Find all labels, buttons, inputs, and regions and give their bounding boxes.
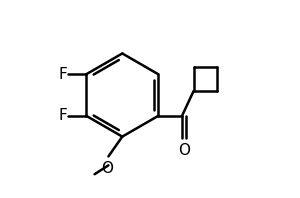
- Text: O: O: [178, 143, 190, 158]
- Text: F: F: [58, 108, 67, 123]
- Text: O: O: [101, 161, 113, 176]
- Text: F: F: [58, 67, 67, 82]
